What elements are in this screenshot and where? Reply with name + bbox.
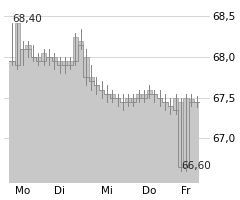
Bar [141, 98, 147, 183]
Bar [173, 98, 178, 110]
Bar [141, 94, 147, 98]
Bar [136, 98, 141, 183]
Bar [57, 65, 62, 183]
Bar [67, 65, 73, 183]
Bar [41, 53, 46, 61]
Bar [25, 45, 30, 49]
Bar [62, 61, 67, 65]
Bar [30, 57, 36, 183]
Bar [73, 37, 78, 61]
Bar [20, 49, 25, 183]
Text: 68,40: 68,40 [12, 14, 42, 24]
Bar [115, 98, 120, 183]
Bar [9, 61, 15, 183]
Bar [178, 167, 183, 183]
Bar [73, 61, 78, 183]
Bar [78, 41, 83, 45]
Bar [131, 98, 136, 102]
Bar [162, 102, 168, 183]
Bar [152, 94, 157, 183]
Bar [15, 65, 20, 183]
Bar [168, 106, 173, 183]
Bar [173, 110, 178, 183]
Bar [41, 61, 46, 183]
Bar [178, 102, 183, 167]
Bar [110, 94, 115, 98]
Bar [62, 65, 67, 183]
Bar [46, 57, 52, 183]
Bar [52, 57, 57, 61]
Bar [57, 61, 62, 65]
Bar [183, 98, 189, 167]
Bar [110, 98, 115, 183]
Bar [126, 102, 131, 183]
Bar [94, 85, 99, 183]
Bar [99, 90, 104, 183]
Bar [15, 23, 20, 65]
Bar [67, 61, 73, 65]
Bar [194, 102, 199, 183]
Bar [183, 167, 189, 183]
Bar [52, 61, 57, 183]
Bar [126, 98, 131, 102]
Bar [157, 98, 162, 183]
Bar [83, 77, 89, 183]
Bar [89, 77, 94, 81]
Bar [147, 90, 152, 94]
Text: 66,60: 66,60 [181, 161, 210, 171]
Bar [120, 102, 126, 183]
Bar [83, 57, 89, 77]
Bar [89, 81, 94, 183]
Bar [131, 102, 136, 183]
Bar [136, 94, 141, 98]
Bar [36, 61, 41, 183]
Bar [36, 57, 41, 61]
Bar [25, 49, 30, 183]
Bar [78, 45, 83, 183]
Bar [104, 94, 110, 183]
Bar [147, 94, 152, 183]
Bar [189, 102, 194, 183]
Bar [189, 99, 194, 102]
